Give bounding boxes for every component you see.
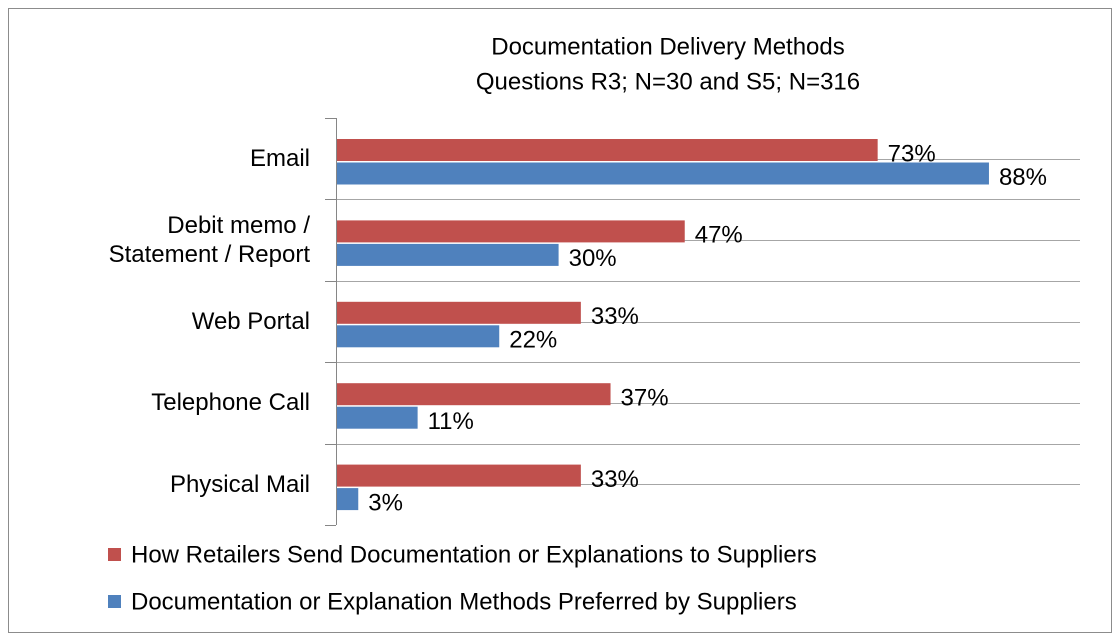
legend-label: How Retailers Send Documentation or Expl… xyxy=(131,541,817,568)
y-tick-label: Physical Mail xyxy=(169,470,310,498)
bar xyxy=(336,325,500,348)
bar xyxy=(336,406,418,429)
chart-title: Documentation Delivery Methods xyxy=(491,33,845,60)
bar xyxy=(336,220,685,243)
legend-swatch xyxy=(108,595,121,608)
bar xyxy=(336,464,581,487)
bar xyxy=(336,243,559,266)
data-label: 30% xyxy=(569,245,617,272)
legend-label: Documentation or Explanation Methods Pre… xyxy=(131,588,797,615)
data-label: 22% xyxy=(509,327,557,354)
data-label: 33% xyxy=(591,303,639,330)
y-tick-label: Telephone Call xyxy=(151,389,310,417)
legend-swatch xyxy=(108,548,121,561)
bar xyxy=(336,139,878,161)
y-tick-label: Debit memo / Statement / Report xyxy=(108,212,310,269)
data-label: 88% xyxy=(999,164,1047,191)
chart-subtitle: Questions R3; N=30 and S5; N=316 xyxy=(476,68,860,95)
data-label: 47% xyxy=(695,222,743,249)
data-label: 37% xyxy=(621,385,669,412)
bar xyxy=(336,162,989,185)
y-tick-label: Email xyxy=(249,145,310,173)
bar xyxy=(336,488,359,511)
bar xyxy=(336,301,581,324)
data-label: 11% xyxy=(428,408,474,435)
y-tick-label: Web Portal xyxy=(191,307,310,335)
data-label: 3% xyxy=(368,489,403,516)
bar xyxy=(336,383,611,406)
data-label: 33% xyxy=(591,466,639,493)
